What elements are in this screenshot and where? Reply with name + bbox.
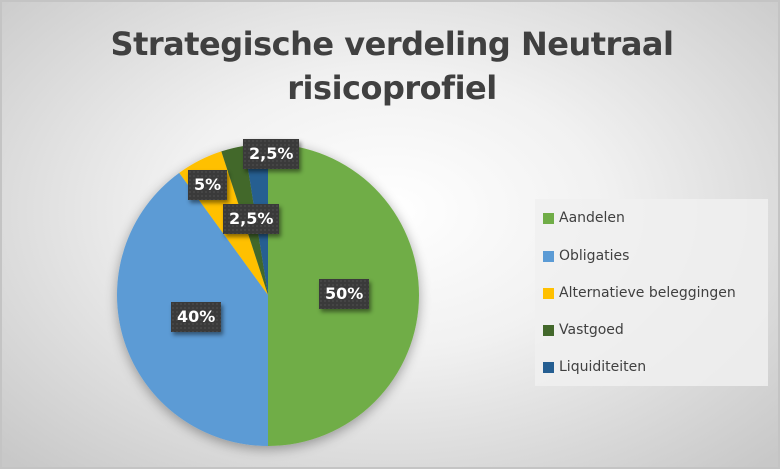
legend-swatch-icon bbox=[543, 361, 554, 373]
data-label-liquiditeiten: 2,5% bbox=[243, 139, 300, 169]
legend-item-obligaties[interactable]: Obligaties bbox=[543, 246, 629, 266]
data-label-vastgoed: 2,5% bbox=[223, 204, 280, 234]
legend-label: Vastgoed bbox=[559, 322, 624, 338]
legend-item-vastgoed[interactable]: Vastgoed bbox=[543, 320, 624, 340]
legend-item-alternatieve-beleggingen[interactable]: Alternatieve beleggingen bbox=[543, 283, 736, 303]
data-label-obligaties: 40% bbox=[171, 302, 222, 332]
legend-label: Aandelen bbox=[559, 210, 625, 226]
legend-label: Alternatieve beleggingen bbox=[559, 285, 736, 301]
legend-swatch-icon bbox=[543, 250, 554, 262]
legend-swatch-icon bbox=[543, 287, 554, 299]
legend-swatch-icon bbox=[543, 212, 554, 224]
chart-title-line-2: risicoprofiel bbox=[287, 69, 497, 107]
chart-title-line-1: Strategische verdeling Neutraal bbox=[110, 25, 674, 63]
data-label-alternatieve-beleggingen: 5% bbox=[188, 170, 228, 200]
legend: Aandelen Obligaties Alternatieve beleggi… bbox=[535, 199, 768, 386]
legend-item-liquiditeiten[interactable]: Liquiditeiten bbox=[543, 357, 646, 377]
legend-label: Liquiditeiten bbox=[559, 359, 647, 375]
legend-item-aandelen[interactable]: Aandelen bbox=[543, 208, 625, 228]
legend-swatch-icon bbox=[543, 324, 554, 336]
data-label-aandelen: 50% bbox=[319, 279, 370, 309]
legend-label: Obligaties bbox=[559, 248, 630, 264]
chart-title: Strategische verdeling Neutraal risicopr… bbox=[2, 22, 780, 110]
